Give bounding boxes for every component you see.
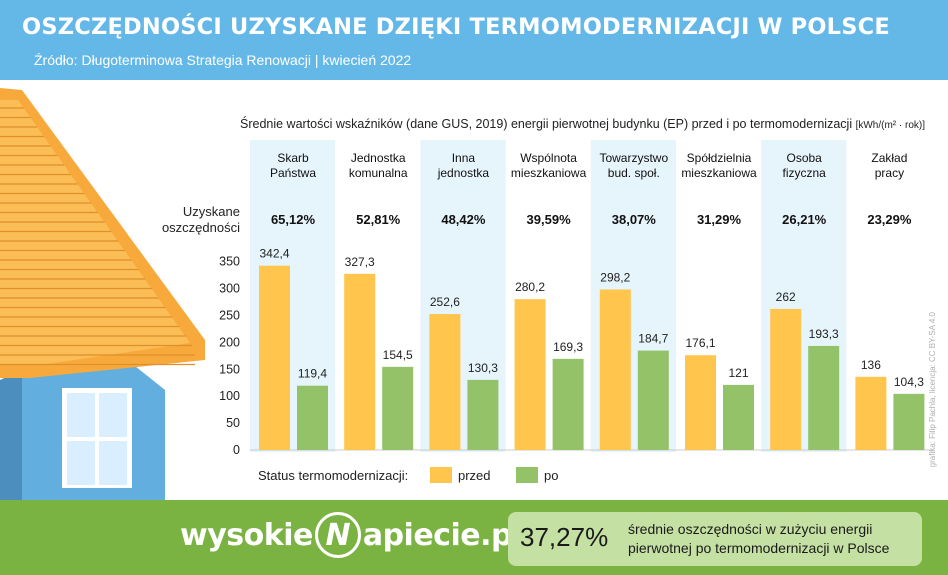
bar-po bbox=[467, 379, 499, 450]
bar-przed bbox=[344, 273, 376, 450]
savings-value: 65,12% bbox=[270, 212, 316, 227]
data-label-po: 121 bbox=[728, 366, 748, 380]
y-tick-label: 150 bbox=[219, 362, 240, 376]
data-label-po: 169,3 bbox=[553, 340, 583, 354]
category-label: Osoba fizyczna bbox=[782, 151, 826, 180]
y-tick-label: 0 bbox=[233, 443, 240, 457]
bar-po bbox=[552, 358, 584, 450]
summary-box: 37,27% średnie oszczędności w zużyciu en… bbox=[508, 512, 922, 566]
page-subtitle: Źródło: Długoterminowa Strategia Renowac… bbox=[34, 52, 412, 68]
savings-value: 48,42% bbox=[441, 212, 486, 227]
site-logo[interactable]: wysokie N apiecie.pl bbox=[180, 510, 522, 560]
data-label-po: 104,3 bbox=[894, 375, 924, 389]
y-tick-label: 300 bbox=[219, 282, 240, 296]
bar-po bbox=[637, 350, 669, 450]
bar-przed bbox=[855, 376, 887, 450]
credit-text: grafika: Filip Pachla, licencja: CC BY-S… bbox=[928, 312, 937, 468]
savings-value: 26,21% bbox=[782, 212, 827, 227]
logo-mark: N bbox=[314, 512, 361, 558]
data-label-po: 193,3 bbox=[809, 327, 839, 341]
bar-po bbox=[382, 366, 414, 450]
bar-po bbox=[893, 393, 925, 450]
data-label-przed: 327,3 bbox=[345, 255, 375, 269]
data-label-przed: 252,6 bbox=[430, 295, 460, 309]
savings-value: 39,59% bbox=[526, 212, 571, 227]
savings-value: 52,81% bbox=[356, 212, 401, 227]
bar-po bbox=[808, 345, 840, 450]
data-label-przed: 280,2 bbox=[515, 280, 545, 294]
y-tick-label: 100 bbox=[219, 389, 240, 403]
data-label-po: 154,5 bbox=[383, 348, 413, 362]
savings-value: 38,07% bbox=[611, 212, 656, 227]
data-label-przed: 298,2 bbox=[600, 270, 630, 284]
savings-row-label: Uzyskane oszczędności bbox=[161, 204, 240, 235]
savings-value: 31,29% bbox=[696, 212, 742, 227]
logo-text-right: apiecie.pl bbox=[362, 517, 522, 553]
category-label: Inna jednostka bbox=[437, 151, 490, 180]
header-banner: OSZCZĘDNOŚCI UZYSKANE DZIĘKI TERMOMODERN… bbox=[0, 0, 948, 80]
category-label: Spółdzielnia mieszkaniowa bbox=[681, 151, 757, 180]
data-label-przed: 262 bbox=[776, 290, 796, 304]
category-label: Skarb Państwa bbox=[269, 151, 317, 180]
chart-note: Średnie wartości wskaźników (dane GUS, 2… bbox=[240, 117, 926, 131]
bar-po bbox=[297, 385, 328, 450]
data-label-przed: 342,4 bbox=[259, 247, 289, 261]
legend-label-przed: przed bbox=[458, 468, 491, 483]
legend-swatch-przed bbox=[430, 467, 452, 483]
bar-przed bbox=[259, 265, 290, 450]
bar-przed bbox=[599, 289, 631, 450]
y-tick-label: 50 bbox=[226, 416, 240, 430]
data-label-po: 130,3 bbox=[468, 361, 498, 375]
legend-title: Status termomodernizacji: bbox=[258, 468, 409, 483]
house-illustration bbox=[0, 88, 205, 575]
bar-przed bbox=[514, 299, 546, 450]
category-label: Wspólnota mieszkaniowa bbox=[510, 151, 587, 180]
legend-swatch-po bbox=[516, 467, 538, 483]
data-label-przed: 136 bbox=[861, 358, 881, 372]
bar-przed bbox=[685, 355, 716, 450]
bar-przed bbox=[429, 314, 461, 450]
summary-value: 37,27% bbox=[520, 522, 609, 552]
data-label-po: 119,4 bbox=[298, 367, 327, 381]
y-tick-label: 350 bbox=[219, 255, 240, 269]
legend-label-po: po bbox=[544, 468, 559, 483]
category-label: Zakład pracy bbox=[871, 151, 908, 180]
category-label: Towarzystwo bud. społ. bbox=[599, 151, 669, 180]
logo-text-left: wysokie bbox=[180, 517, 313, 553]
category-label: Jednostka komunalna bbox=[348, 151, 408, 180]
y-tick-label: 200 bbox=[219, 335, 240, 349]
bar-po bbox=[723, 384, 754, 450]
summary-text: średnie oszczędności w zużyciu energii p… bbox=[628, 521, 890, 556]
data-label-przed: 176,1 bbox=[685, 336, 715, 350]
savings-value: 23,29% bbox=[867, 212, 912, 227]
page-title: OSZCZĘDNOŚCI UZYSKANE DZIĘKI TERMOMODERN… bbox=[22, 14, 890, 40]
y-tick-label: 250 bbox=[219, 308, 240, 322]
bar-przed bbox=[770, 308, 802, 450]
data-label-po: 184,7 bbox=[638, 332, 668, 346]
